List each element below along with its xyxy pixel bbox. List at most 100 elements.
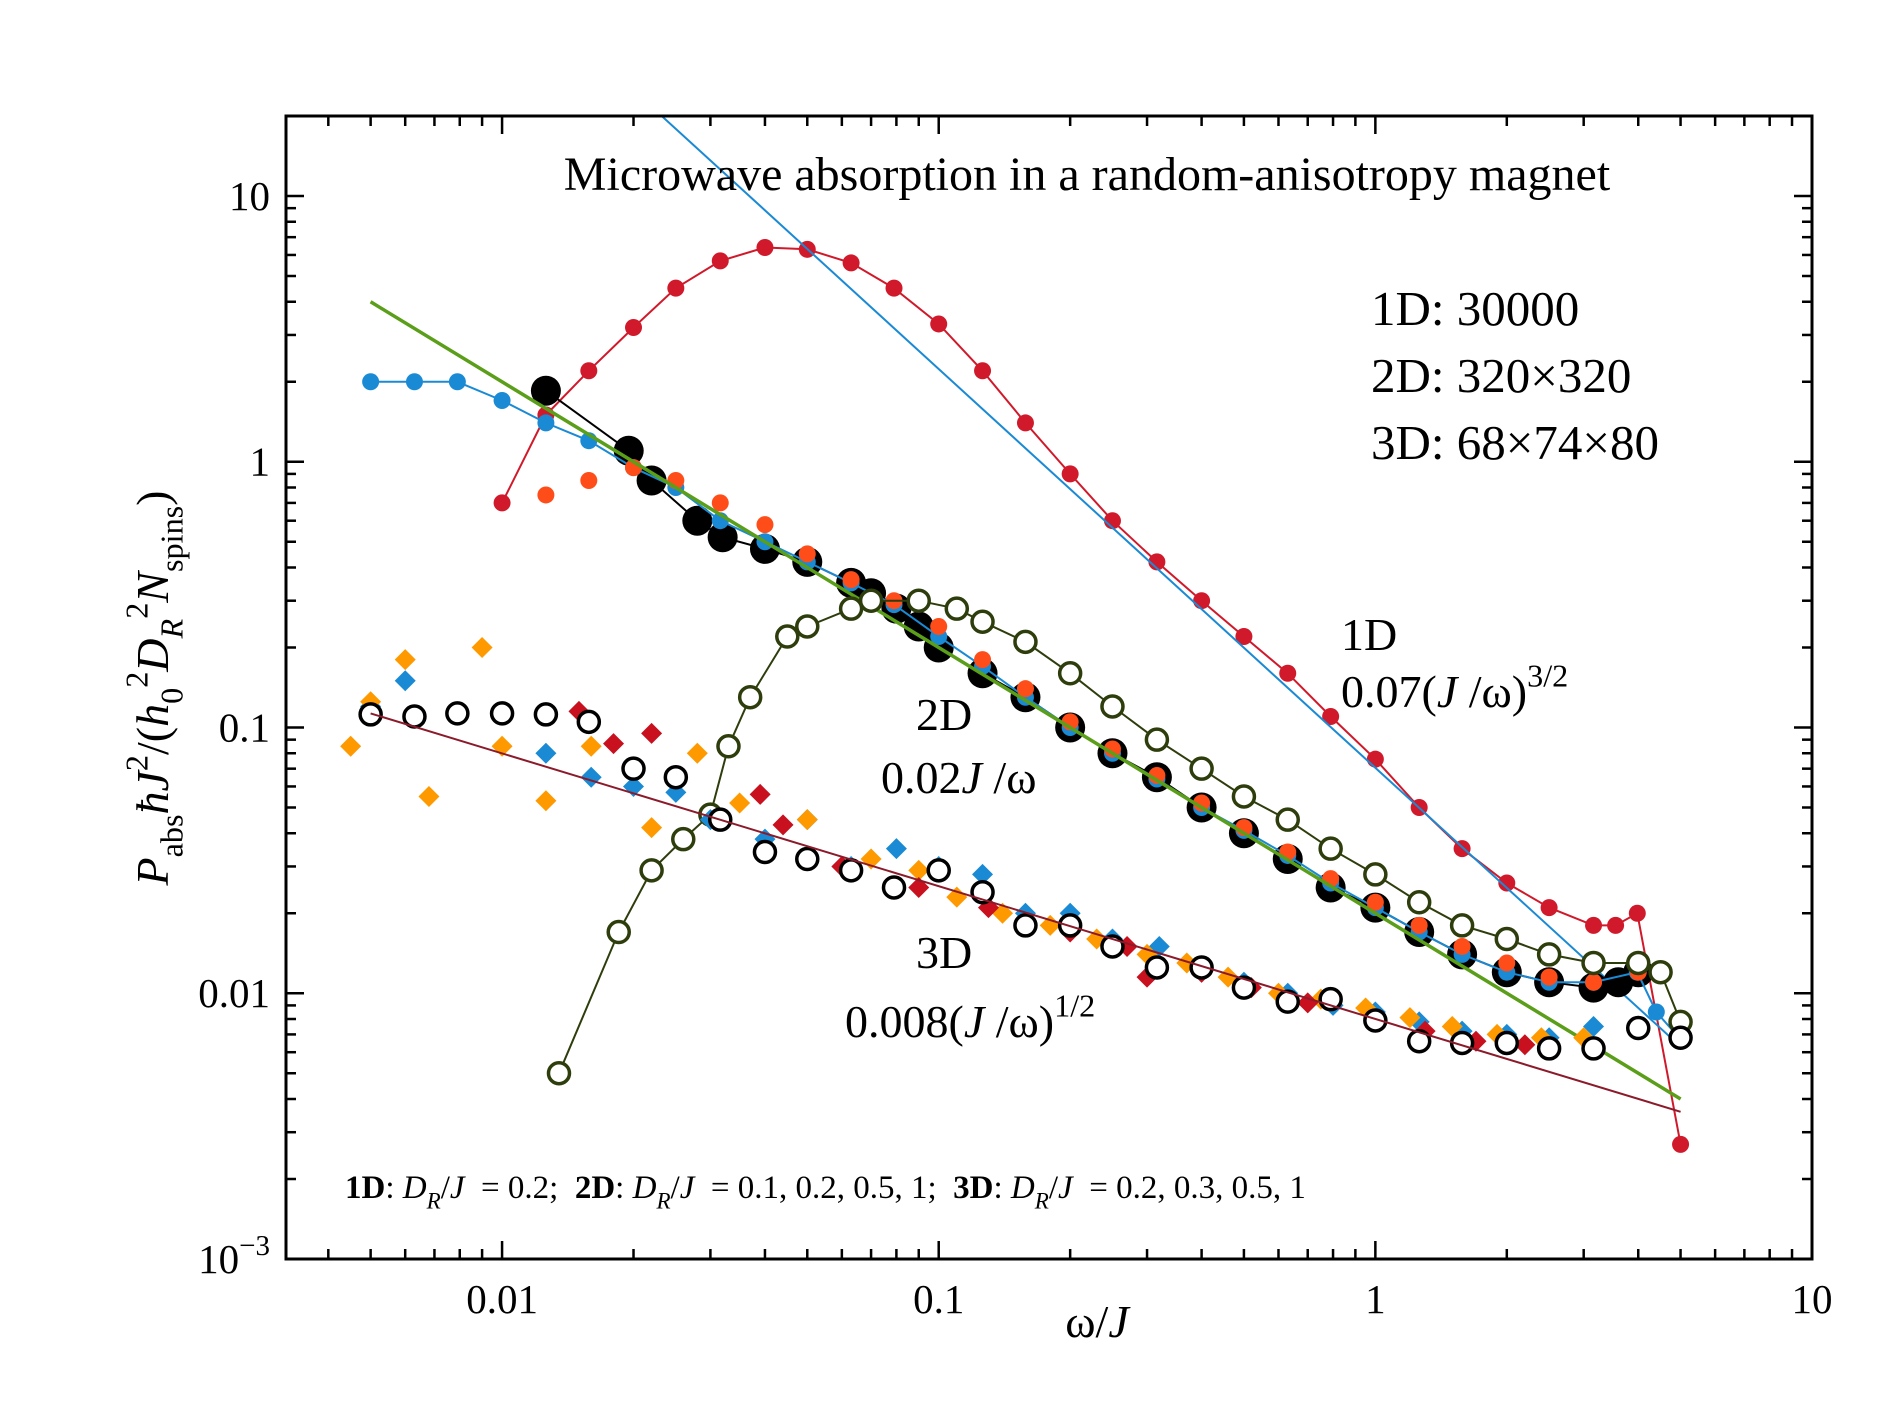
point-marker (756, 239, 774, 257)
y-tick-label: 10−3 (198, 1230, 270, 1282)
text-part: ) (127, 490, 178, 505)
open-marker (1536, 1036, 1562, 1061)
point-marker (1647, 1003, 1665, 1021)
point-marker (903, 611, 934, 642)
diamond-marker (418, 785, 440, 807)
diamond-marker (946, 886, 968, 908)
point-marker (1193, 794, 1211, 812)
y-tick-label: 10 (229, 173, 270, 219)
point-marker (530, 375, 561, 406)
open-marker (1144, 955, 1170, 980)
text-part: = 0.2; (465, 1170, 575, 1206)
text-part: 2 (118, 603, 154, 619)
text-part: 1/2 (1054, 987, 1095, 1023)
text-part: 1D (1341, 609, 1397, 660)
y-tick-label: 1 (250, 439, 271, 485)
point-marker (1148, 553, 1166, 571)
x-tick-label: 0.01 (466, 1276, 538, 1322)
text-part: 0.07( (1341, 666, 1437, 717)
point-marker (537, 414, 555, 432)
text-part: R (154, 618, 190, 639)
diamond-marker (1583, 1015, 1605, 1037)
open-marker (1494, 926, 1520, 952)
open-marker (671, 826, 696, 852)
open-marker (1275, 807, 1300, 832)
diamond-marker (1399, 1007, 1421, 1029)
text-part: /ω) (984, 996, 1054, 1047)
text-part: J (1108, 1296, 1131, 1347)
open-marker (546, 1060, 572, 1086)
point-marker (1235, 628, 1253, 646)
diamond-marker (394, 670, 416, 692)
point-marker (1540, 968, 1558, 986)
open-marker (639, 858, 664, 883)
point-marker (580, 472, 598, 490)
annotation: 1D: DR/J = 0.2; 2D: DR/J = 0.1, 0.2, 0.5… (345, 1170, 1306, 1214)
text-part: 0.008( (845, 996, 964, 1047)
text-part: 2D (575, 1170, 615, 1206)
point-marker (580, 362, 598, 380)
point-marker (1498, 954, 1516, 972)
text-part: = 0.2, 0.3, 0.5, 1 (1073, 1170, 1306, 1206)
diamond-marker (796, 809, 818, 831)
open-marker (1013, 629, 1038, 655)
text-part: spins (154, 506, 190, 572)
point-marker (798, 545, 816, 563)
diamond-marker (603, 733, 625, 755)
annotation: 0.008(J /ω)1/2 (845, 987, 1095, 1047)
open-marker (1189, 955, 1214, 980)
text-part: J (680, 1170, 696, 1206)
text-part: D (402, 1170, 427, 1206)
point-marker (842, 254, 860, 272)
point-marker (711, 494, 729, 512)
text-part: / (1049, 1170, 1059, 1206)
text-part: J (962, 752, 985, 803)
point-marker (707, 522, 738, 553)
diamond-marker (972, 863, 994, 885)
annotation: 2D: 320×320 (1371, 348, 1631, 403)
fit-line (370, 712, 1681, 1113)
point-marker (1585, 973, 1603, 991)
open-marker (1668, 1025, 1693, 1051)
open-marker (1189, 756, 1214, 781)
point-marker (1410, 916, 1428, 934)
diamond-marker (641, 722, 663, 744)
point-marker (613, 435, 644, 466)
text-part: : (994, 1170, 1011, 1206)
text-part: : (615, 1170, 632, 1206)
text-part: h (127, 704, 178, 727)
diamond-marker (1039, 914, 1061, 936)
open-marker (1363, 862, 1388, 887)
open-marker (970, 609, 995, 634)
point-marker (1498, 874, 1516, 892)
x-tick-label: 0.1 (913, 1276, 964, 1322)
diamond-marker (729, 792, 751, 814)
y-tick-label: 0.1 (219, 704, 270, 750)
point-marker (1540, 899, 1558, 917)
open-marker (1318, 836, 1343, 861)
point-marker (362, 373, 380, 391)
open-marker (737, 684, 763, 710)
diamond-marker (340, 735, 362, 757)
point-marker (974, 651, 992, 669)
open-marker (775, 624, 800, 649)
diamond-marker (394, 649, 416, 671)
open-marker (1581, 1036, 1606, 1061)
text-part: J (450, 1170, 466, 1206)
text-part: P (127, 857, 178, 886)
text-part: /( (127, 727, 178, 755)
point-marker (405, 373, 423, 391)
point-marker (1585, 916, 1603, 934)
text-part: R (426, 1188, 441, 1214)
open-marker (1581, 950, 1606, 976)
x-tick-label: 10 (1792, 1276, 1833, 1322)
open-marker (858, 588, 884, 613)
point-marker (448, 373, 466, 391)
plot-area (340, 116, 1693, 1153)
point-marker (1279, 664, 1297, 682)
point-marker (1453, 937, 1471, 955)
diamond-marker (580, 735, 602, 757)
open-marker (795, 614, 820, 639)
